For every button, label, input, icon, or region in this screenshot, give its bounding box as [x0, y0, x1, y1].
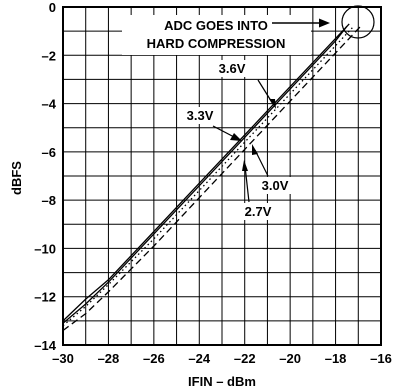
series-label-3-6v: 3.6V — [215, 60, 276, 109]
svg-text:3.6V: 3.6V — [219, 61, 246, 76]
x-axis-title: IFIN – dBm — [188, 374, 256, 389]
annotation-arrowhead — [319, 18, 330, 28]
series-line-3-3v — [62, 25, 348, 324]
x-tick-label: –24 — [188, 351, 210, 366]
series-label-2-7v: 2.7V — [241, 160, 275, 220]
y-tick-label: –6 — [42, 145, 56, 160]
annotation-box — [122, 15, 311, 55]
series-line-2-7v — [62, 25, 362, 332]
x-tick-label: –22 — [234, 351, 256, 366]
svg-text:3.0V: 3.0V — [262, 178, 289, 193]
y-axis-title: dBFS — [9, 161, 24, 195]
x-tick-label: –20 — [279, 351, 301, 366]
y-tick-label: –10 — [34, 241, 56, 256]
svg-text:2.7V: 2.7V — [245, 204, 272, 219]
x-tick-label: –28 — [98, 351, 120, 366]
annotation-line-1: ADC GOES INTO — [164, 18, 268, 33]
series-lines — [62, 23, 362, 332]
y-tick-label: –2 — [42, 48, 56, 63]
y-tick-label: –12 — [34, 290, 56, 305]
y-tick-label: 0 — [49, 0, 56, 15]
svg-text:3.3V: 3.3V — [187, 108, 214, 123]
series-label-3-0v: 3.0V — [252, 144, 292, 194]
grid — [63, 7, 381, 345]
x-tick-label: –26 — [143, 351, 165, 366]
x-tick-label: –18 — [325, 351, 347, 366]
y-tick-label: –14 — [34, 338, 56, 353]
tick-labels: –30 –28 –26 –24 –22 –20 –18 –16 0 –2 –4 –6 –8 –10 –12 –… — [34, 0, 392, 366]
compression-circle — [341, 5, 375, 39]
series-label-3-3v: 3.3V — [183, 107, 242, 141]
plot-frame — [62, 6, 382, 346]
series-line-3-6v — [62, 23, 350, 322]
x-tick-label: –16 — [370, 351, 392, 366]
y-tick-label: –8 — [42, 193, 56, 208]
x-tick-label: –30 — [52, 351, 74, 366]
annotation-line-2: HARD COMPRESSION — [147, 36, 286, 51]
y-tick-label: –4 — [42, 97, 57, 112]
